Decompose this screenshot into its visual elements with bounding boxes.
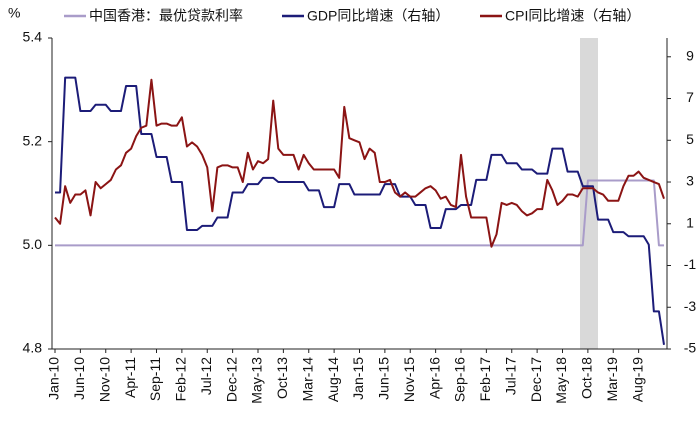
x-tick-label: Jun-15	[376, 357, 392, 400]
x-tick-label: Jul-12	[198, 357, 214, 395]
x-tick-label: May-18	[553, 357, 569, 404]
shaded-period	[580, 38, 598, 349]
y-tick-label: 5.0	[23, 236, 43, 252]
x-tick-label: Nov-10	[96, 357, 112, 402]
series-line	[54, 78, 665, 248]
x-tick-label: Oct-13	[274, 357, 290, 399]
y2-tick-label: -1	[684, 256, 697, 272]
y2-tick-label: -5	[684, 340, 697, 356]
x-tick-label: Jan-10	[46, 357, 62, 400]
series-line	[55, 76, 665, 345]
x-tick-label: Jun-10	[71, 357, 87, 400]
y2-tick-label: 9	[686, 47, 694, 63]
x-tick-label: Aug-19	[629, 357, 645, 402]
x-tick-label: Feb-12	[173, 357, 189, 402]
x-tick-label: Apr-11	[122, 357, 138, 398]
x-tick-label: Aug-14	[325, 357, 341, 402]
x-tick-label: Nov-15	[401, 357, 417, 402]
x-tick-label: Mar-14	[299, 357, 315, 402]
y2-tick-label: 5	[686, 131, 694, 147]
x-tick-label: Apr-16	[426, 357, 442, 399]
legend-label: GDP同比增速（右轴）	[307, 8, 449, 24]
y-tick-label: 5.4	[23, 29, 43, 45]
y-tick-label: 4.8	[23, 340, 43, 356]
series-line	[55, 179, 664, 247]
x-tick-label: Dec-17	[528, 357, 544, 402]
x-tick-label: May-13	[249, 357, 265, 404]
y2-tick-label: -3	[684, 298, 697, 314]
x-tick-label: Mar-19	[604, 357, 620, 402]
y2-tick-label: 1	[686, 214, 694, 230]
y2-tick-label: 7	[686, 89, 694, 105]
y-unit: %	[8, 5, 20, 21]
x-tick-label: Jan-15	[350, 357, 366, 400]
y-tick-label: 5.2	[23, 132, 43, 148]
x-tick-label: Feb-17	[477, 357, 493, 402]
legend-label: 中国香港：最优贷款利率	[89, 8, 243, 24]
x-tick-label: Oct-18	[579, 357, 595, 399]
x-tick-label: Dec-12	[223, 357, 239, 402]
x-tick-label: Sep-11	[147, 357, 163, 401]
x-tick-label: Jul-17	[502, 357, 518, 395]
y2-tick-label: 3	[686, 173, 694, 189]
legend-label: CPI同比增速（右轴）	[505, 8, 640, 24]
x-tick-label: Sep-16	[452, 357, 468, 402]
